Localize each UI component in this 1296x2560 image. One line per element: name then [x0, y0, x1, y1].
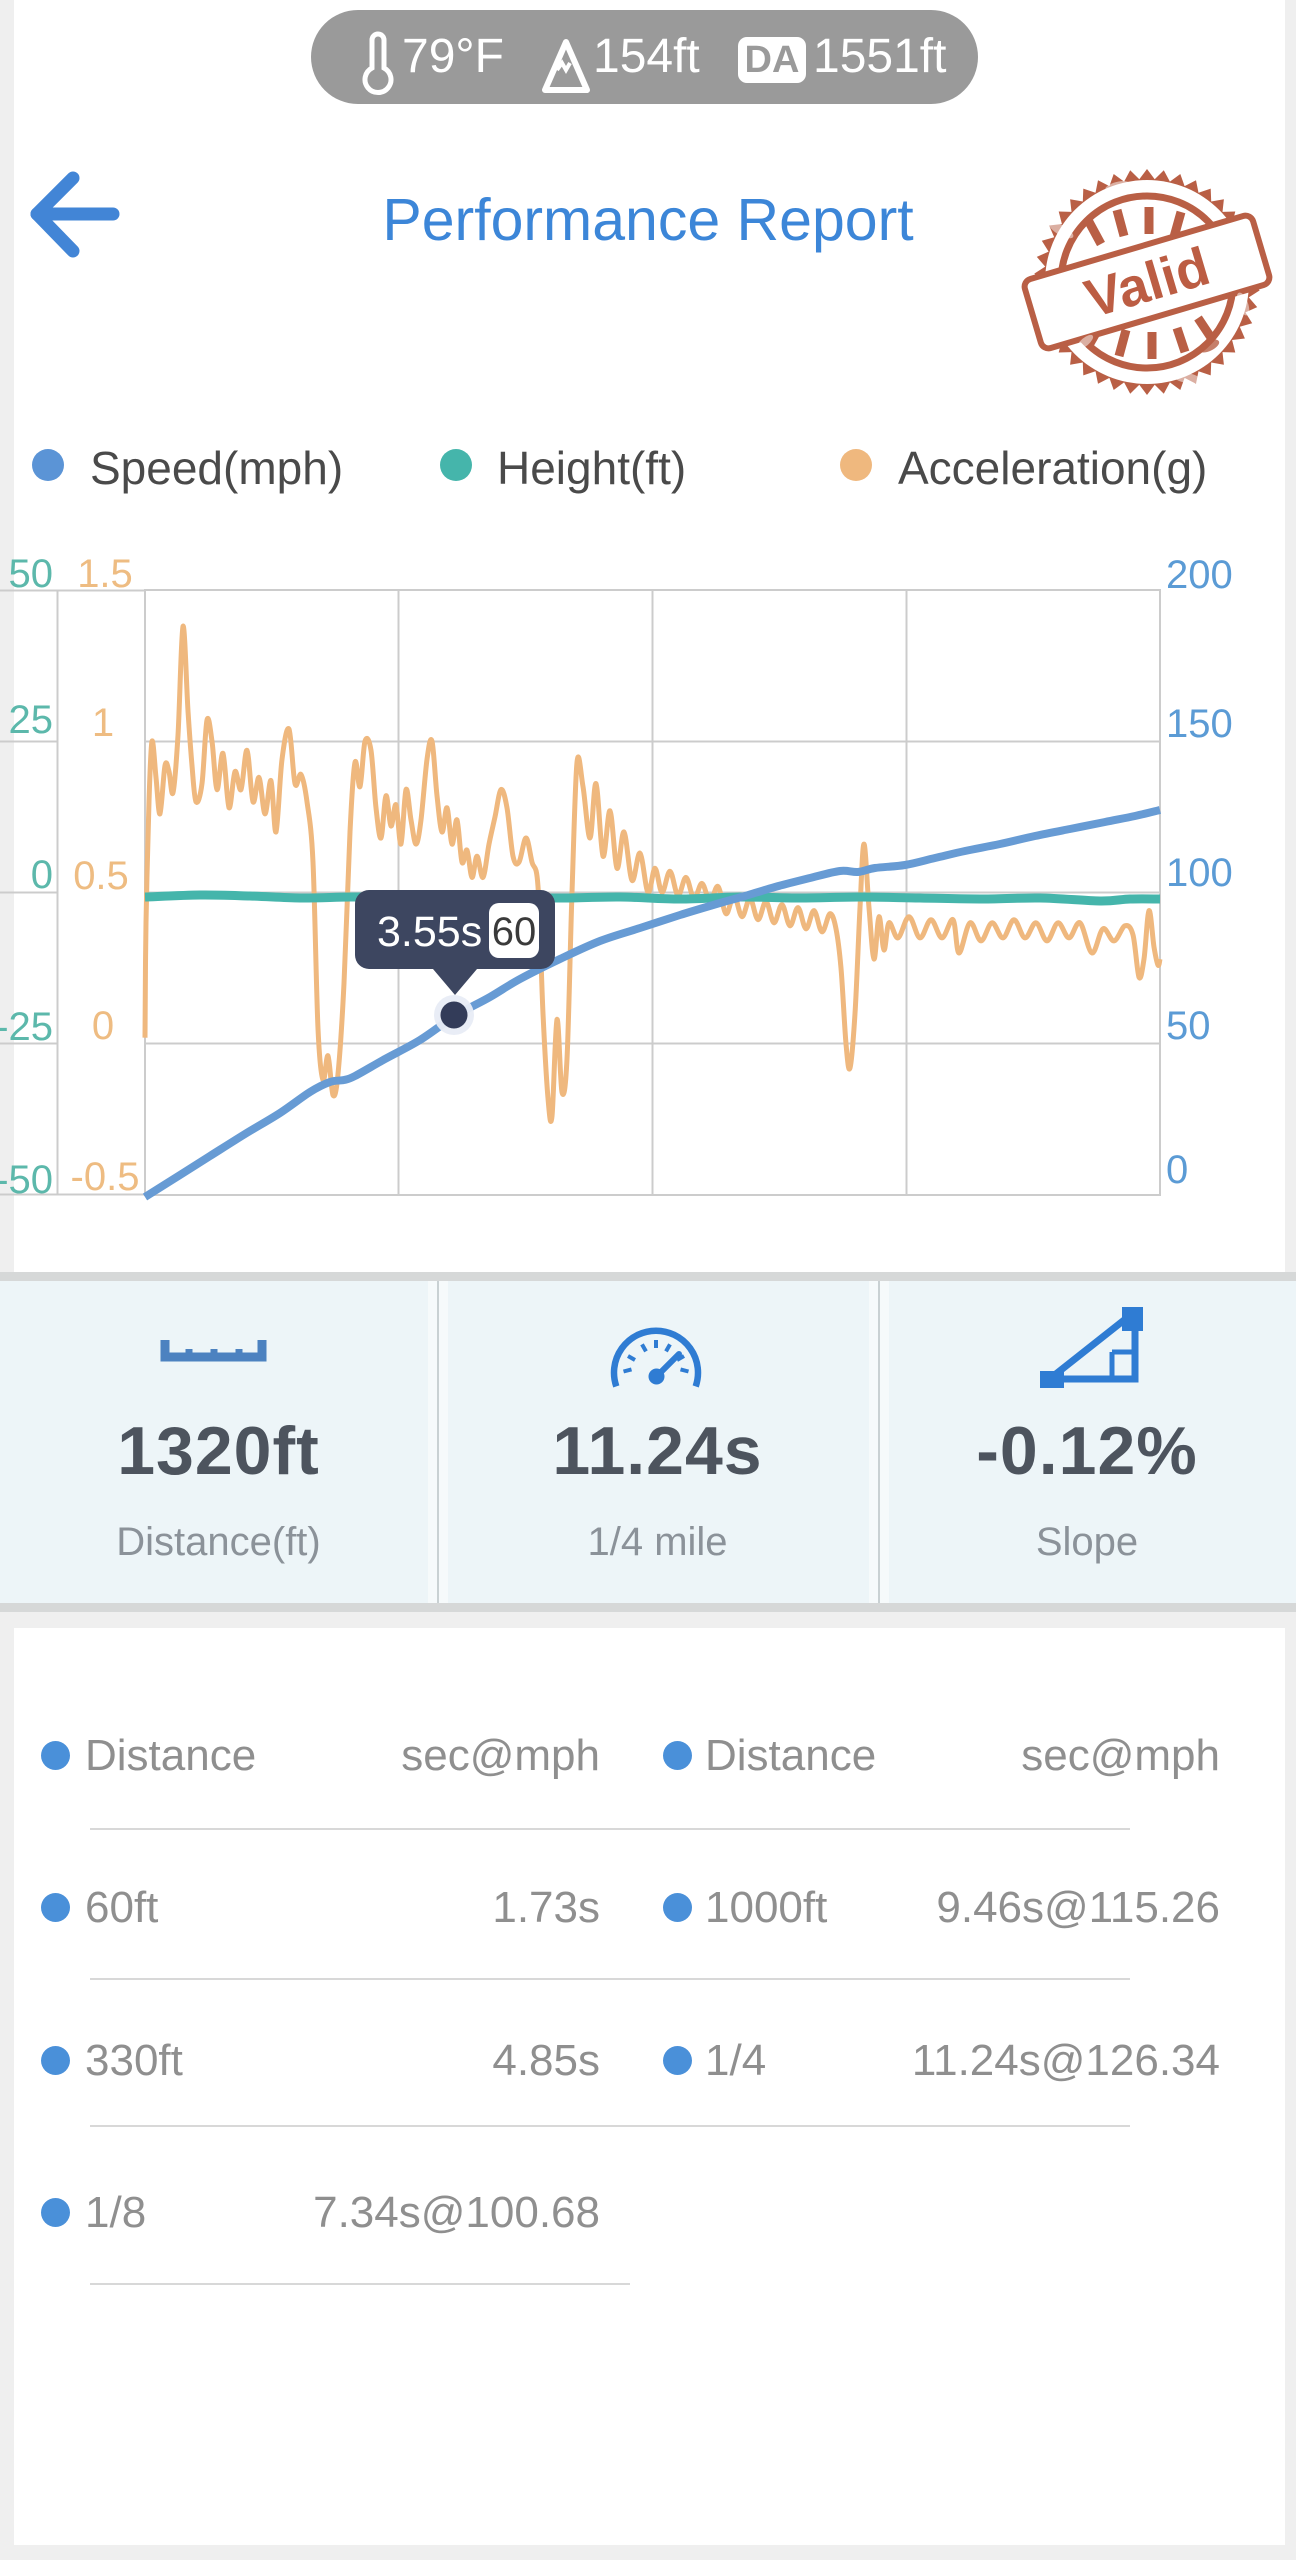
- svg-text:50: 50: [1166, 1004, 1211, 1048]
- svg-text:3.55s: 3.55s: [377, 908, 482, 956]
- svg-text:-0.5: -0.5: [71, 1155, 140, 1199]
- svg-text:-50: -50: [0, 1158, 53, 1202]
- svg-text:0: 0: [92, 1004, 114, 1048]
- svg-text:200: 200: [1166, 553, 1233, 597]
- svg-text:DA: DA: [745, 39, 800, 81]
- svg-text:150: 150: [1166, 702, 1233, 746]
- svg-text:100: 100: [1166, 851, 1233, 895]
- svg-text:-25: -25: [0, 1005, 53, 1049]
- svg-text:50: 50: [9, 552, 54, 596]
- svg-text:0: 0: [31, 853, 53, 897]
- svg-text:60: 60: [492, 910, 537, 954]
- svg-text:25: 25: [9, 698, 54, 742]
- svg-text:1.5: 1.5: [77, 552, 133, 596]
- svg-text:0: 0: [1166, 1148, 1188, 1192]
- svg-text:0.5: 0.5: [73, 854, 129, 898]
- svg-text:1: 1: [92, 701, 114, 745]
